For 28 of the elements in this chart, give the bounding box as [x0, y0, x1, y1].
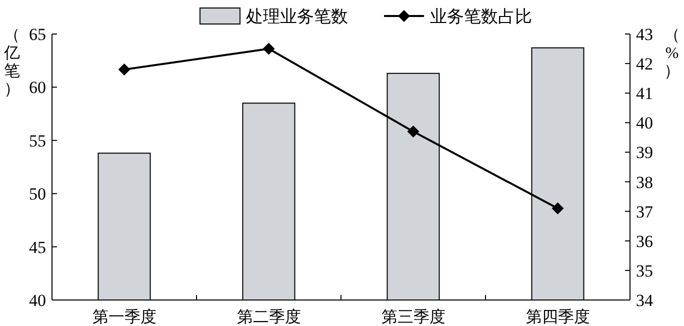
x-tick-label: 第一季度 [92, 308, 156, 326]
y2-tick-label: 34 [636, 291, 654, 310]
y2-axis-title: （%） [664, 27, 680, 80]
y2-tick-label: 35 [636, 261, 653, 280]
y2-tick-label: 42 [636, 54, 653, 74]
x-tick-label: 第二季度 [236, 308, 301, 326]
y2-tick-label: 36 [636, 232, 653, 251]
y-tick-label: 65 [29, 25, 46, 44]
y-tick-label: 50 [29, 184, 46, 204]
legend-label: 处理业务笔数 [246, 7, 348, 26]
y2-tick-label: 41 [636, 84, 653, 104]
legend-label: 业务笔数占比 [430, 7, 532, 26]
y2-tick-label: 43 [636, 25, 653, 44]
y-axis-title: （亿笔） [3, 27, 20, 98]
y2-tick-label: 38 [636, 172, 653, 192]
point [552, 202, 564, 214]
x-tick-label: 第三季度 [381, 308, 446, 326]
y-tick-label: 60 [29, 78, 46, 98]
y2-tick-label: 37 [636, 202, 654, 222]
y2-tick-label: 39 [636, 143, 653, 162]
y-tick-label: 55 [29, 131, 46, 150]
point [118, 63, 130, 76]
x-tick-label: 第四季度 [526, 308, 590, 326]
y2-tick-label: 40 [636, 114, 653, 133]
point [262, 42, 275, 55]
y-tick-label: 40 [29, 291, 46, 310]
point [407, 126, 420, 138]
y-tick-label: 45 [29, 238, 46, 257]
